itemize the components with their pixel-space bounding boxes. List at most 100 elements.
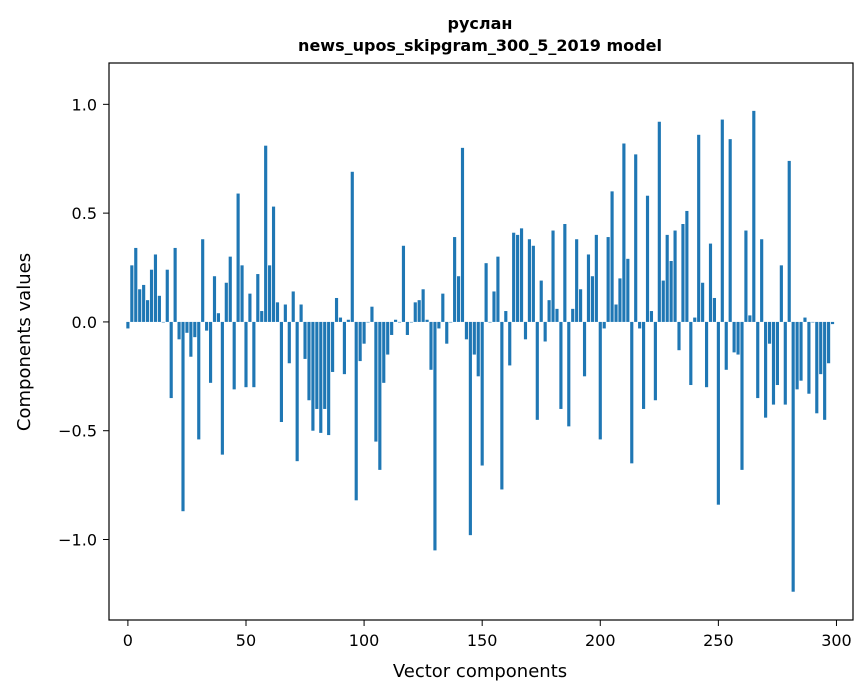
bar: [811, 321, 815, 323]
bar: [775, 321, 779, 386]
bar: [449, 321, 453, 323]
bar: [362, 321, 366, 344]
x-axis-label: Vector components: [393, 661, 567, 682]
bar: [492, 291, 496, 322]
bar: [409, 321, 413, 323]
bar: [236, 193, 240, 322]
bar: [472, 321, 476, 355]
bar: [657, 121, 661, 322]
bar: [767, 321, 772, 344]
bar: [523, 321, 528, 340]
bar: [244, 321, 248, 388]
x-tick-label: 200: [585, 631, 616, 650]
bar: [720, 119, 724, 322]
x-tick-label: 0: [123, 631, 133, 650]
bar: [602, 321, 606, 329]
bar: [185, 321, 189, 333]
bar: [716, 321, 720, 505]
bar: [149, 269, 154, 322]
bar: [252, 321, 256, 388]
bar: [299, 304, 303, 322]
bar: [134, 247, 138, 322]
bar: [661, 280, 665, 322]
bar: [677, 321, 681, 351]
bar: [815, 321, 819, 414]
bar: [232, 321, 236, 390]
bar: [736, 321, 740, 355]
bar: [169, 321, 173, 399]
bar: [728, 139, 732, 322]
bar: [378, 321, 382, 470]
bar: [630, 321, 634, 464]
bar: [653, 321, 657, 401]
bar: [283, 304, 287, 322]
bar: [531, 245, 535, 322]
bar: [307, 321, 311, 401]
bar: [374, 321, 378, 442]
bar: [618, 278, 622, 322]
bar: [622, 143, 626, 322]
bar: [394, 319, 398, 322]
bar: [504, 311, 508, 322]
bar: [756, 321, 760, 399]
bar: [287, 321, 291, 364]
bar: [496, 256, 500, 322]
bar: [830, 321, 835, 325]
x-axis: 0 50 100 150 200 250 300: [123, 620, 852, 650]
bar: [582, 321, 587, 377]
bar: [752, 110, 756, 322]
bar: [519, 228, 524, 322]
bar: [783, 321, 787, 405]
x-tick-label: 300: [821, 631, 852, 650]
bar: [421, 289, 425, 322]
bar: [366, 321, 370, 323]
bar: [484, 263, 488, 322]
bar: [673, 230, 677, 322]
bar: [610, 191, 614, 322]
bar: [642, 321, 646, 409]
bar: [539, 280, 543, 322]
plot-frame: [108, 62, 854, 621]
bar: [429, 321, 433, 370]
bar: [153, 254, 158, 322]
bar: [157, 295, 161, 322]
bar: [701, 282, 705, 322]
bar: [240, 265, 244, 322]
bar: [260, 311, 264, 322]
bar: [476, 321, 480, 377]
bar: [437, 321, 441, 329]
bar: [527, 239, 531, 322]
bar: [689, 321, 693, 386]
bar: [370, 306, 374, 322]
bar: [764, 321, 768, 418]
bar: [323, 321, 327, 409]
bar: [425, 319, 429, 322]
bar: [795, 321, 799, 390]
bar: [228, 256, 232, 322]
bar: [685, 210, 689, 322]
bar: [130, 265, 134, 322]
bar: [468, 321, 472, 536]
bar: [724, 321, 728, 370]
bar: [563, 224, 567, 322]
bar: [146, 300, 150, 322]
x-tick-label: 100: [349, 631, 380, 650]
y-tick-label: 0.0: [72, 313, 97, 332]
bar: [516, 234, 520, 322]
bar: [220, 321, 224, 455]
bar: [456, 276, 461, 322]
bar: [161, 321, 165, 323]
bar: [480, 321, 484, 466]
bar: [193, 321, 197, 338]
bar: [212, 276, 217, 322]
y-axis: 1.0 0.5 0.0 −0.5 −1.0: [58, 95, 109, 549]
bar: [823, 321, 827, 420]
bar: [445, 321, 449, 344]
bar: [433, 321, 437, 551]
bar: [295, 321, 299, 462]
bar: [779, 265, 783, 322]
bar: [271, 206, 276, 322]
bar: [547, 300, 551, 322]
bar: [586, 254, 591, 322]
